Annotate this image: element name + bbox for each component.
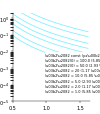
Text: \u03b2\u2082 const (ps\u00b2/km)
\u03b2\u2082(0) = 100.0 (5.85 \u00d7 10\u207b\u: \u03b2\u2082 const (ps\u00b2/km) \u03b2\…	[45, 53, 100, 93]
X-axis label: $\lambda$, (\u03bcm): $\lambda$, (\u03bcm)	[33, 111, 70, 114]
